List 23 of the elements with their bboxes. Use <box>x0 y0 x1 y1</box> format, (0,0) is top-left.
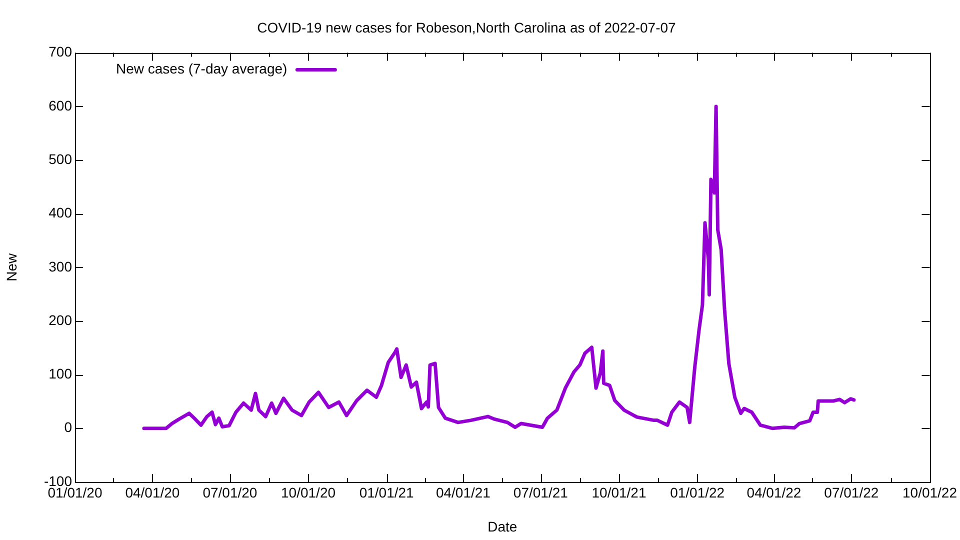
y-axis-title: New <box>3 252 20 282</box>
x-tick-label: 10/01/20 <box>281 484 336 500</box>
x-tick-label: 04/01/20 <box>125 484 180 500</box>
chart-title: COVID-19 new cases for Robeson,North Carolina as of 2022-07-07 <box>257 19 676 36</box>
y-tick-label: 700 <box>48 44 72 60</box>
y-tick-label: 300 <box>48 258 72 274</box>
x-tick-label: 10/01/22 <box>902 484 958 500</box>
y-tick-label: 0 <box>64 419 72 436</box>
x-tick-label: 01/01/22 <box>670 484 725 500</box>
x-tick-label: 07/01/20 <box>202 484 258 500</box>
y-tick-label: 400 <box>48 204 72 221</box>
y-tick-label: 600 <box>48 97 72 114</box>
x-tick-label: 10/01/21 <box>592 484 646 500</box>
x-tick-label: 07/01/21 <box>513 484 568 500</box>
legend-label: New cases (7-day average) <box>116 60 288 77</box>
x-axis-title: Date <box>488 518 518 534</box>
x-tick-label: 04/01/22 <box>746 484 802 500</box>
x-tick-label: 04/01/21 <box>436 484 491 500</box>
x-tick-label: 01/01/21 <box>359 484 414 500</box>
x-tick-label: 07/01/22 <box>824 484 879 500</box>
y-tick-label: 500 <box>48 150 72 167</box>
y-tick-label: 200 <box>48 312 72 328</box>
y-tick-label: 100 <box>48 366 72 382</box>
